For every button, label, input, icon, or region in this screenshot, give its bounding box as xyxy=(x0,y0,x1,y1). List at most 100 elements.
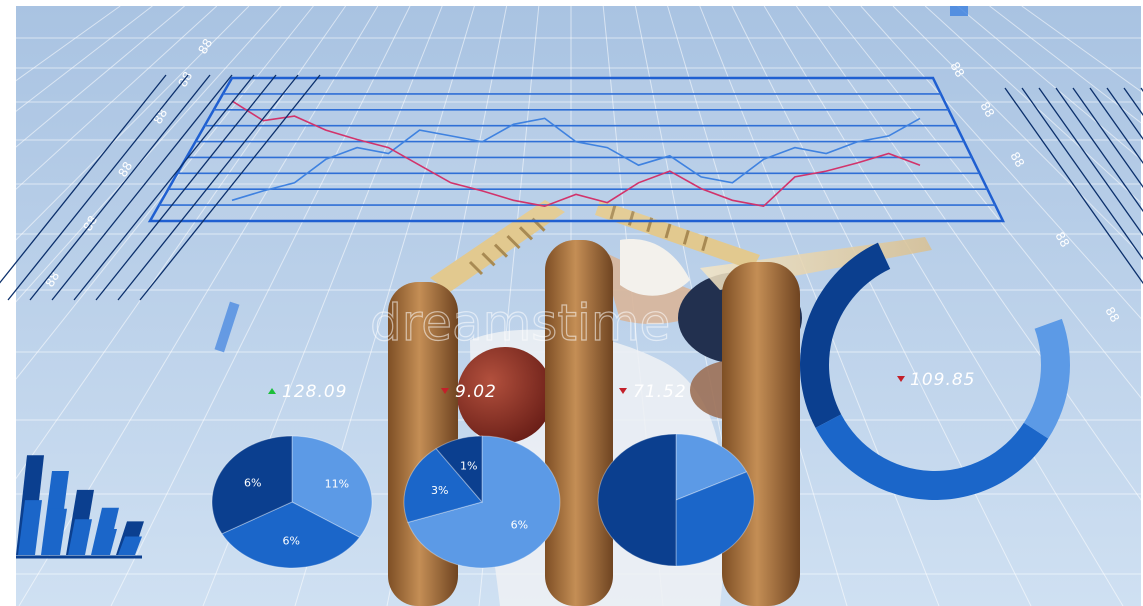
bar-inner xyxy=(43,508,67,555)
stat-value: 71.52 xyxy=(633,382,687,402)
donut-gauge xyxy=(800,242,1070,501)
pie-slice xyxy=(221,501,361,569)
axis-glyph: 88 xyxy=(150,106,170,126)
grid-line-vertical xyxy=(828,5,1143,402)
bar-graph xyxy=(16,455,144,559)
grid-line-vertical xyxy=(892,5,1143,258)
bar-inner xyxy=(118,536,142,555)
stat-3: 71.52 xyxy=(619,382,687,402)
cricket-ball xyxy=(457,347,553,443)
batsman-glove xyxy=(620,239,690,296)
grid-line-vertical xyxy=(0,5,250,257)
bar-inner xyxy=(18,500,42,555)
bar-inner xyxy=(93,529,117,555)
stump-middle xyxy=(545,240,613,606)
pie-chart: 6% 3% 1% xyxy=(403,435,561,569)
stat-readouts: 128.09 9.02 71.52 109.85 xyxy=(268,370,975,402)
decorative-line xyxy=(1038,87,1143,237)
grip-ring xyxy=(701,236,709,252)
grid-line-vertical xyxy=(0,5,185,161)
grip-ring xyxy=(518,226,534,241)
pie-chart: 11% 6% 6% xyxy=(211,435,373,569)
line-chart xyxy=(147,76,1006,223)
pie-slice-label: 6% xyxy=(283,534,300,547)
stat-value: 128.09 xyxy=(282,382,347,402)
bar-inner xyxy=(68,519,92,555)
grid-line-vertical xyxy=(763,5,1124,606)
grid-line-vertical xyxy=(110,5,411,606)
pie-slice-label: 6% xyxy=(244,477,261,490)
pie-slice xyxy=(291,435,373,539)
decorative-line xyxy=(1021,87,1143,261)
bat-handle-right xyxy=(595,200,760,270)
trend-down-icon xyxy=(897,376,905,382)
pie-slice-label: 1% xyxy=(460,460,477,473)
donut-segment xyxy=(800,242,891,428)
accent-bar-top xyxy=(950,6,968,16)
pie-charts: 11% 6% 6% 6% 3% 1% xyxy=(211,433,755,569)
pie-slice-label: 11% xyxy=(325,478,349,491)
axis-glyph: 88 xyxy=(977,100,997,120)
grid-line-vertical xyxy=(0,5,314,400)
donut-segment xyxy=(1023,318,1070,439)
grid-line-vertical xyxy=(0,5,347,503)
grid-line-vertical xyxy=(0,5,218,205)
axis-glyph: 88 xyxy=(42,269,62,289)
pie-slice xyxy=(597,433,677,567)
decorative-line xyxy=(117,74,299,301)
watermark: dreamstime xyxy=(370,294,670,352)
decorative-line xyxy=(73,74,255,301)
grid-line-vertical xyxy=(860,5,1143,322)
grip-ring xyxy=(506,234,521,250)
stat-value: 109.85 xyxy=(910,370,975,390)
stat-1: 128.09 xyxy=(268,382,347,402)
decorative-line xyxy=(1004,87,1143,285)
pie-slice-label: 6% xyxy=(511,519,528,532)
axis-glyph: 88 xyxy=(1052,230,1072,250)
stat-value: 9.02 xyxy=(455,382,497,402)
trend-down-icon xyxy=(441,388,449,394)
pie-slice xyxy=(407,435,561,569)
pie-slice-label: 3% xyxy=(431,484,448,497)
grid-line-vertical xyxy=(0,5,282,321)
decorative-line xyxy=(7,74,189,301)
grip-ring xyxy=(493,243,509,258)
axis-glyph: 88 xyxy=(1102,305,1122,325)
pie-slice xyxy=(675,471,755,567)
grid-line-vertical xyxy=(731,5,1032,606)
stump-right xyxy=(722,262,800,606)
grip-ring xyxy=(664,223,672,239)
grid-line-vertical xyxy=(795,5,1143,504)
decorative-line xyxy=(1089,87,1143,165)
accent-bar-left xyxy=(214,301,240,353)
axis-glyph: 88 xyxy=(947,60,967,80)
right-decorative-lines xyxy=(1004,87,1143,285)
donut-segment xyxy=(815,414,1049,501)
decorative-line xyxy=(1106,87,1143,141)
pie-slice xyxy=(211,435,293,535)
decorative-line xyxy=(0,74,167,284)
stat-2: 9.02 xyxy=(441,382,497,402)
grip-ring xyxy=(682,229,690,245)
grip-ring xyxy=(627,210,635,226)
decorative-line xyxy=(95,74,277,301)
grip-ring xyxy=(609,204,617,220)
decorative-line xyxy=(29,74,211,301)
trend-down-icon xyxy=(619,388,627,394)
grip-ring xyxy=(481,252,496,267)
left-decorative-lines xyxy=(0,74,321,301)
pie-slice xyxy=(435,435,483,504)
grip-ring xyxy=(468,260,484,276)
decorative-line xyxy=(1055,87,1143,213)
axis-glyph: 88 xyxy=(195,36,215,56)
stat-4: 109.85 xyxy=(897,370,975,390)
line-series-blue xyxy=(231,117,921,202)
pie-slice xyxy=(403,447,483,523)
grid-line-vertical xyxy=(957,5,1143,162)
decorative-line xyxy=(1072,87,1143,189)
pie-slice xyxy=(675,433,748,501)
line-series-red xyxy=(231,100,921,208)
grid-line-vertical xyxy=(0,5,153,125)
decorative-line xyxy=(139,74,321,301)
